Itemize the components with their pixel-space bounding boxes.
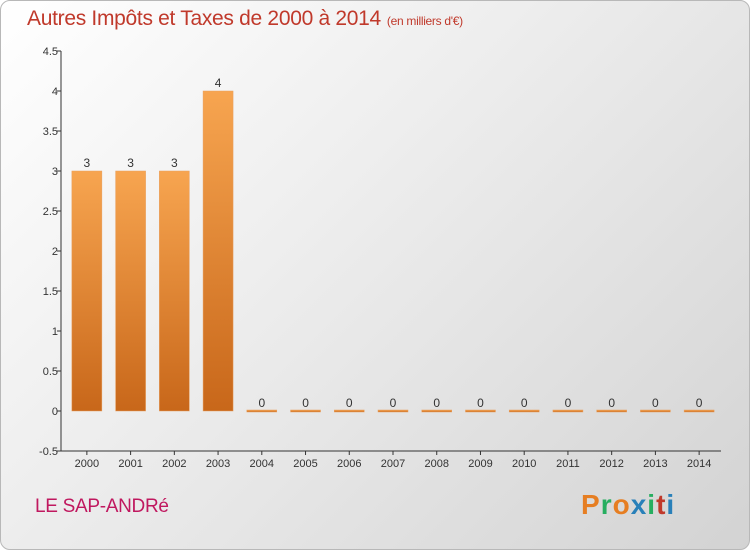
bar	[115, 170, 146, 412]
x-tick-label: 2001	[118, 458, 142, 470]
proxiti-logo: Proxiti	[581, 489, 675, 521]
bar	[683, 409, 715, 413]
x-tick-label: 2000	[75, 458, 99, 470]
bar	[202, 90, 234, 412]
bar-value-label: 0	[608, 396, 615, 410]
bar-value-label: 3	[127, 156, 134, 170]
logo-letter: i	[666, 489, 676, 520]
bar	[334, 409, 365, 413]
logo-letter: o	[612, 489, 631, 520]
y-tick-label: 3.5	[43, 126, 58, 138]
bar	[508, 409, 540, 413]
logo-letter: x	[630, 489, 648, 520]
y-tick-label: 0	[52, 406, 58, 418]
bar-value-label: 0	[433, 396, 440, 410]
chart-title-text: Autres Impôts et Taxes de 2000 à 2014	[27, 7, 381, 30]
x-tick-label: 2009	[468, 458, 492, 470]
x-tick-label: 2004	[250, 458, 274, 470]
bar-value-label: 4	[215, 76, 222, 90]
y-tick-label: 1.5	[43, 286, 58, 298]
bar	[465, 409, 496, 413]
bar	[552, 409, 584, 413]
y-tick-label: 3	[52, 166, 58, 178]
logo-letter: t	[656, 489, 667, 520]
bar-value-label: 0	[346, 396, 353, 410]
city-name: LE SAP-ANDRé	[35, 496, 169, 517]
y-tick-label: 2	[52, 246, 58, 258]
x-tick-label: 2003	[206, 458, 230, 470]
bar-value-label: 0	[390, 396, 397, 410]
y-tick-label: 0.5	[43, 366, 58, 378]
bar-value-label: 0	[696, 396, 703, 410]
x-tick-label: 2006	[337, 458, 361, 470]
chart-title: Autres Impôts et Taxes de 2000 à 2014 (en…	[27, 7, 463, 31]
x-tick-label: 2002	[162, 458, 186, 470]
chart-subtitle: (en milliers d'€)	[386, 14, 463, 28]
logo-letter: P	[581, 489, 601, 520]
bar	[71, 170, 103, 412]
bar-value-label: 0	[521, 396, 528, 410]
bar	[377, 409, 409, 413]
x-tick-label: 2010	[512, 458, 536, 470]
x-tick-label: 2005	[293, 458, 317, 470]
x-tick-label: 2007	[381, 458, 405, 470]
y-tick-label: 4.5	[43, 46, 58, 58]
bar-value-label: 3	[84, 156, 91, 170]
x-tick-label: 2008	[424, 458, 448, 470]
y-tick-label: 4	[52, 86, 58, 98]
y-tick-label: 2.5	[43, 206, 58, 218]
bar-value-label: 0	[477, 396, 484, 410]
y-tick-label: 1	[52, 326, 58, 338]
bar-value-label: 0	[258, 396, 265, 410]
logo-letter: r	[600, 489, 613, 520]
bar	[290, 409, 321, 413]
bar	[246, 409, 278, 413]
x-tick-label: 2011	[556, 458, 580, 470]
bar	[159, 170, 190, 412]
x-tick-label: 2012	[599, 458, 623, 470]
bar	[596, 409, 627, 413]
x-tick-label: 2013	[643, 458, 667, 470]
bar-value-label: 0	[302, 396, 309, 410]
logo-letter: i	[647, 489, 657, 520]
bar-value-label: 0	[565, 396, 572, 410]
y-tick-label: -0.5	[39, 446, 58, 458]
bar	[640, 409, 671, 413]
bar	[421, 409, 452, 413]
bar-value-label: 0	[652, 396, 659, 410]
x-tick-label: 2014	[687, 458, 711, 470]
bar-value-label: 3	[171, 156, 178, 170]
